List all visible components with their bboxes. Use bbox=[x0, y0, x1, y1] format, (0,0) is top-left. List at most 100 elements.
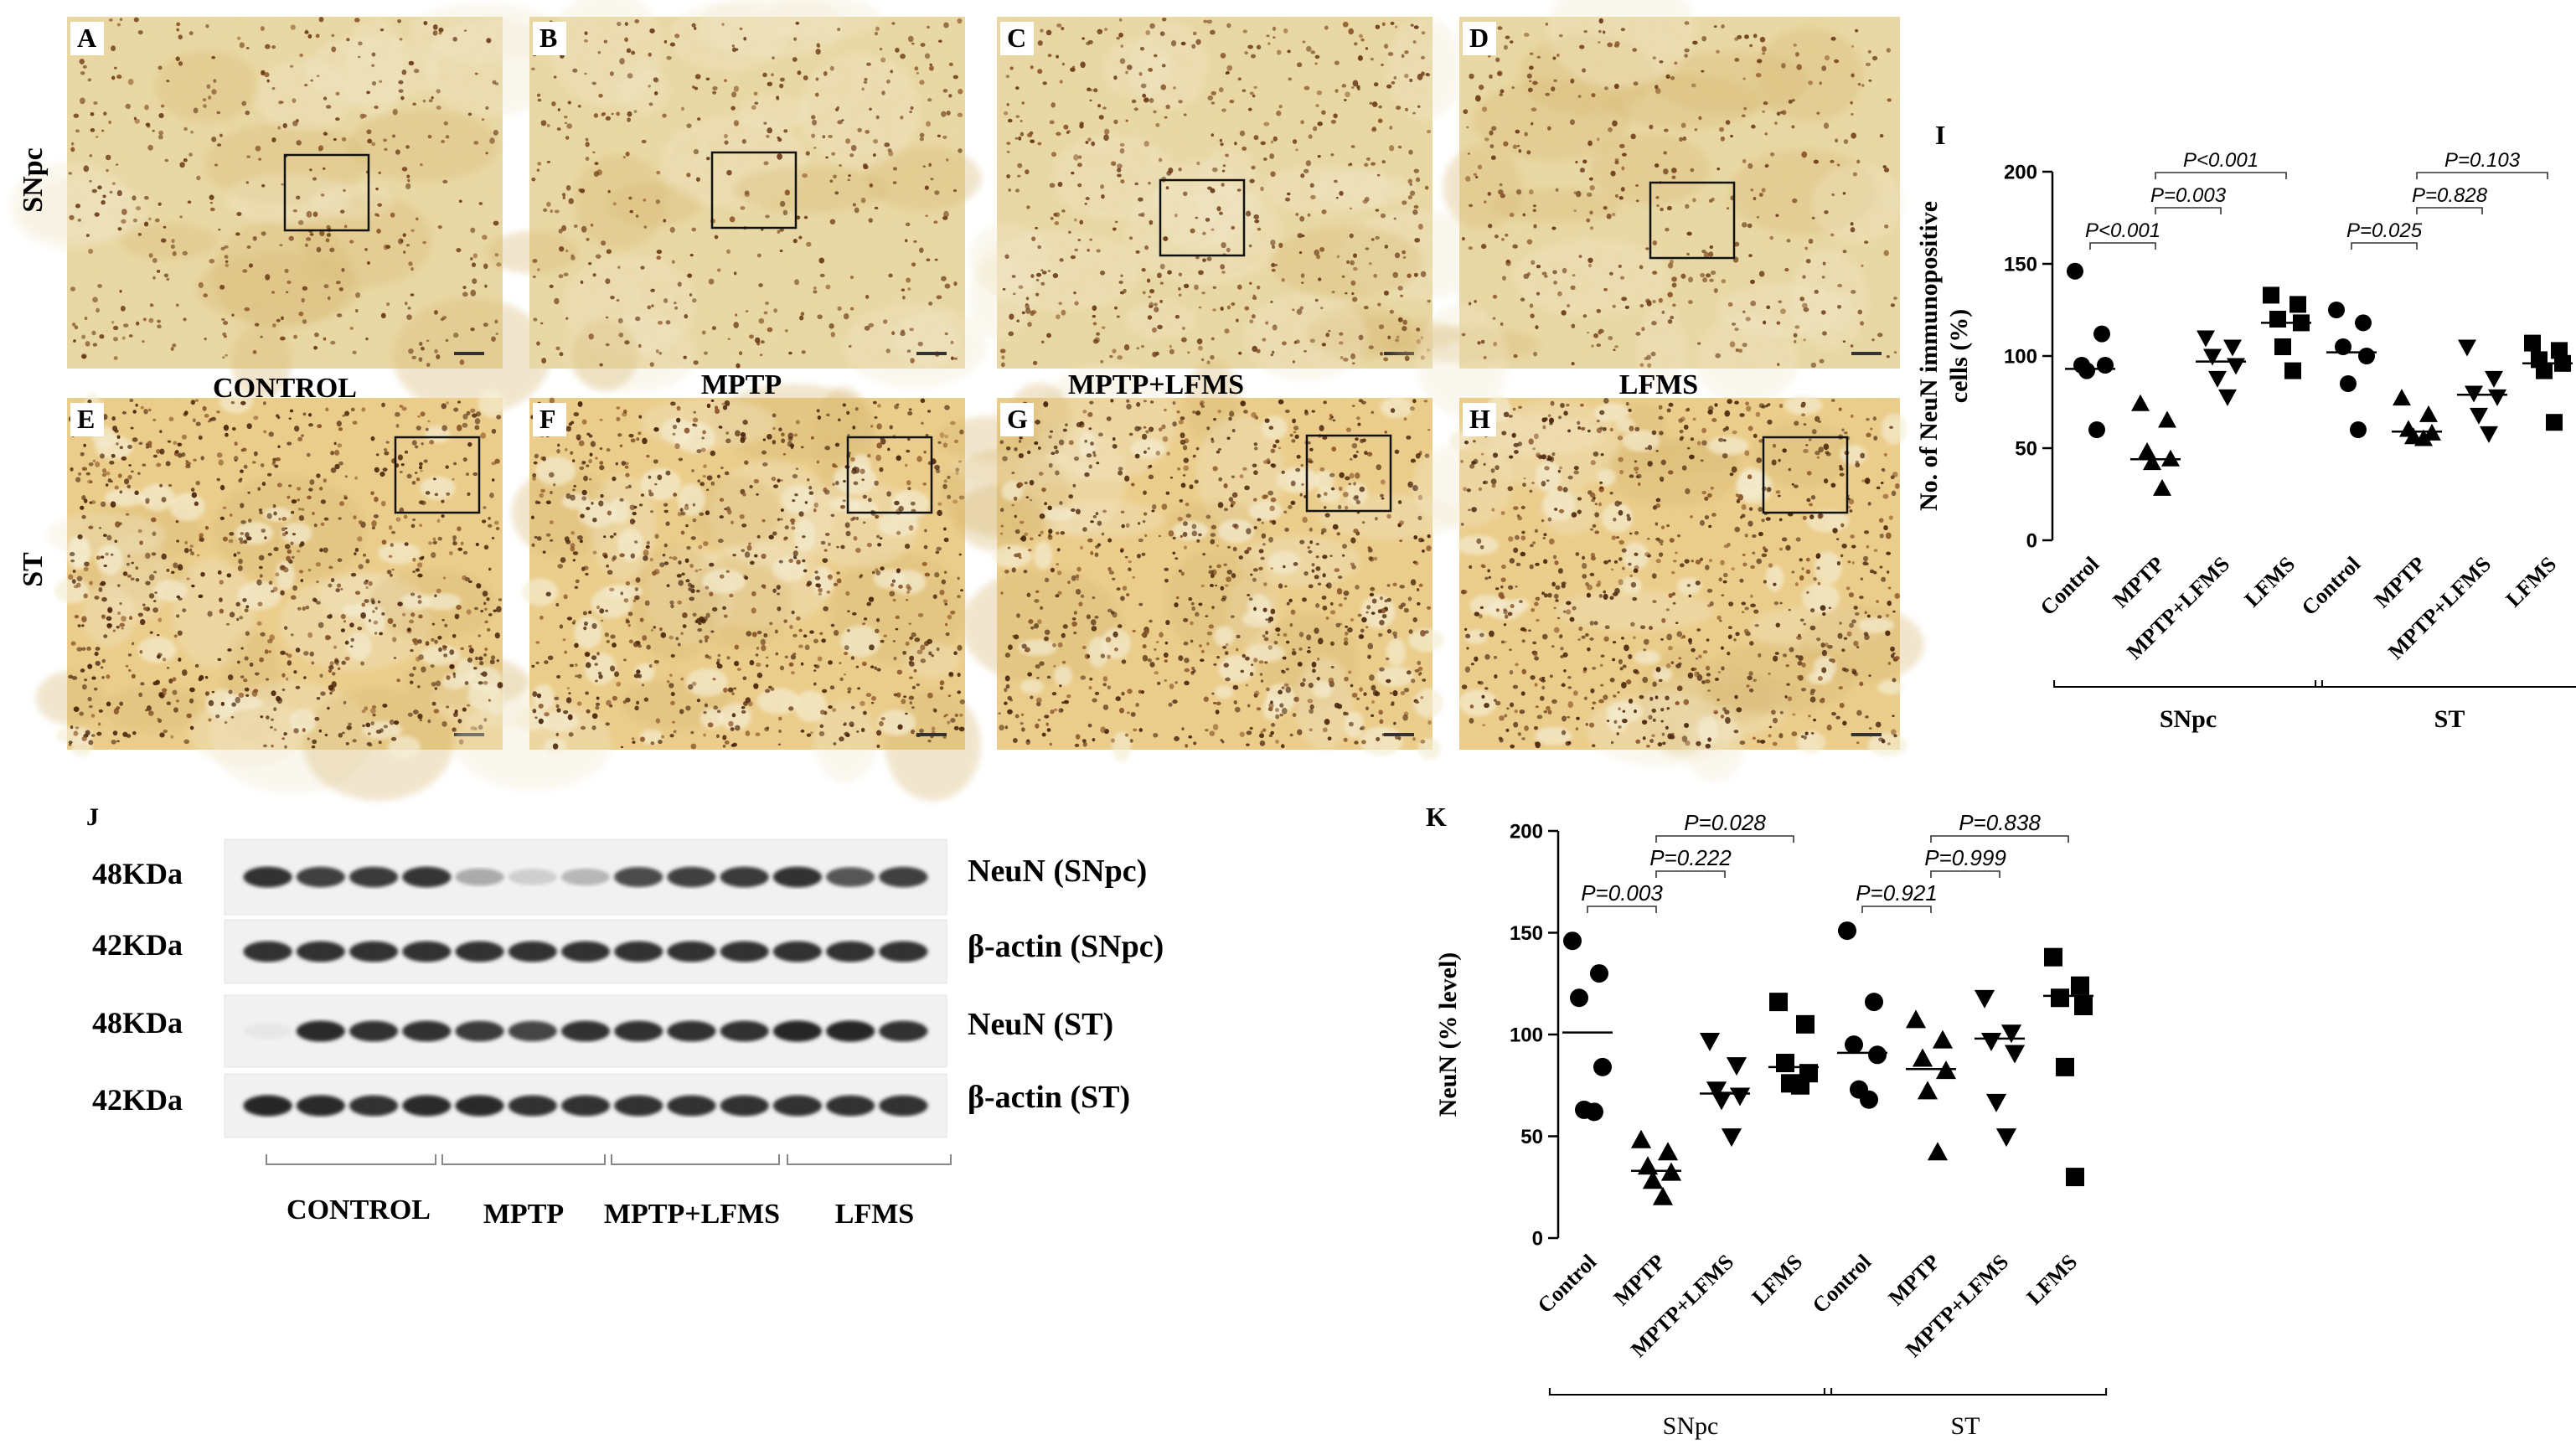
nucleus bbox=[716, 474, 721, 478]
nucleus bbox=[815, 92, 819, 97]
nucleus bbox=[595, 457, 598, 460]
nucleus bbox=[1090, 619, 1097, 626]
nucleus bbox=[1036, 701, 1041, 707]
nucleus bbox=[1112, 436, 1116, 441]
nucleus bbox=[777, 478, 781, 483]
nucleus bbox=[412, 557, 416, 562]
nucleus bbox=[1417, 601, 1421, 606]
nucleus bbox=[942, 527, 947, 531]
nucleus bbox=[145, 446, 149, 449]
nucleus bbox=[606, 447, 611, 452]
nucleus bbox=[251, 461, 256, 464]
nucleus bbox=[653, 459, 658, 464]
nucleus bbox=[1289, 433, 1293, 437]
nucleus bbox=[674, 302, 677, 305]
nucleus bbox=[879, 48, 883, 51]
nucleus bbox=[1665, 227, 1670, 232]
nucleus bbox=[701, 436, 705, 440]
nucleus bbox=[601, 240, 607, 246]
nucleus bbox=[928, 651, 932, 656]
nucleus bbox=[272, 503, 276, 508]
nucleus bbox=[1373, 82, 1379, 87]
nucleus bbox=[724, 471, 730, 476]
nucleus bbox=[1343, 357, 1349, 362]
nucleus bbox=[892, 181, 897, 185]
nucleus bbox=[240, 532, 245, 535]
nucleus bbox=[186, 713, 192, 719]
nucleus bbox=[151, 552, 157, 556]
nucleus bbox=[1295, 148, 1298, 152]
nucleus bbox=[1061, 632, 1066, 638]
nucleus bbox=[584, 31, 588, 35]
nucleus bbox=[1737, 348, 1743, 353]
nucleus bbox=[727, 687, 734, 693]
nucleus bbox=[960, 589, 964, 592]
nucleus bbox=[591, 502, 594, 505]
nucleus bbox=[361, 602, 366, 607]
nucleus bbox=[1172, 699, 1178, 704]
nucleus bbox=[229, 513, 233, 517]
nucleus bbox=[1300, 463, 1303, 467]
nucleus bbox=[1407, 481, 1414, 488]
nucleus bbox=[1090, 441, 1094, 446]
nucleus bbox=[416, 685, 421, 689]
nucleus bbox=[556, 674, 561, 679]
nucleus bbox=[390, 212, 395, 218]
nucleus bbox=[1252, 498, 1257, 502]
nucleus bbox=[258, 555, 265, 561]
nucleus bbox=[484, 648, 488, 651]
nucleus bbox=[1314, 62, 1318, 65]
nucleus bbox=[1082, 527, 1087, 532]
nucleus bbox=[1297, 729, 1303, 735]
nucleus bbox=[886, 491, 891, 497]
nucleus bbox=[106, 674, 111, 679]
nucleus bbox=[1329, 417, 1333, 421]
nucleus bbox=[429, 440, 435, 445]
nucleus bbox=[1119, 142, 1125, 147]
nucleus bbox=[672, 424, 678, 430]
nucleus bbox=[1363, 306, 1369, 310]
nucleus bbox=[581, 566, 586, 571]
nucleus bbox=[152, 276, 156, 280]
nucleus bbox=[1168, 167, 1174, 174]
scale-bar bbox=[1851, 352, 1882, 355]
nucleus bbox=[1231, 225, 1236, 230]
nucleus bbox=[1154, 671, 1159, 675]
nucleus bbox=[1120, 274, 1123, 277]
nucleus bbox=[360, 661, 365, 666]
nucleus bbox=[818, 587, 823, 593]
nucleus bbox=[619, 444, 623, 447]
nucleus bbox=[379, 471, 385, 477]
nucleus bbox=[416, 426, 421, 431]
nucleus bbox=[206, 84, 211, 90]
nucleus bbox=[907, 287, 911, 291]
nucleus bbox=[1837, 283, 1843, 288]
nucleus bbox=[350, 637, 354, 642]
nucleus bbox=[399, 38, 403, 41]
nucleus bbox=[1273, 36, 1276, 39]
nucleus bbox=[568, 732, 574, 737]
nucleus bbox=[473, 606, 479, 611]
nucleus bbox=[1000, 524, 1004, 528]
nucleus bbox=[1487, 224, 1493, 229]
nucleus bbox=[273, 511, 277, 516]
nucleus bbox=[895, 615, 901, 620]
nucleus bbox=[610, 295, 615, 300]
nucleus bbox=[880, 438, 886, 445]
nucleus bbox=[591, 622, 597, 629]
nucleus bbox=[1811, 216, 1815, 219]
nucleus bbox=[932, 594, 937, 599]
nucleus bbox=[306, 452, 311, 457]
nucleus bbox=[703, 351, 708, 355]
nucleus bbox=[654, 534, 659, 539]
nucleus bbox=[813, 147, 817, 149]
nucleus bbox=[1861, 84, 1865, 87]
nucleus bbox=[1025, 739, 1031, 746]
nucleus bbox=[442, 647, 447, 651]
nucleus bbox=[563, 272, 569, 276]
nucleus bbox=[1420, 696, 1424, 699]
nucleus bbox=[415, 568, 421, 572]
nucleus bbox=[1073, 291, 1076, 295]
nucleus bbox=[1716, 698, 1720, 702]
nucleus bbox=[119, 446, 123, 450]
